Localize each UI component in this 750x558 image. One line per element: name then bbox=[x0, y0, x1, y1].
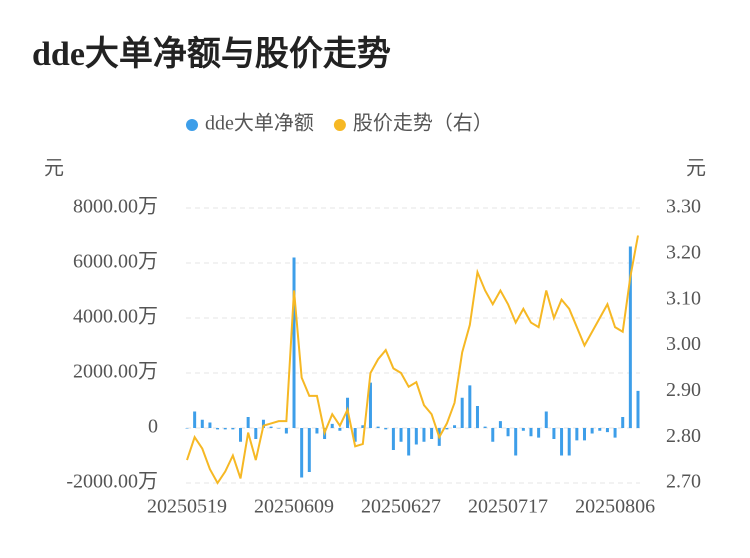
bar bbox=[414, 428, 418, 445]
bar bbox=[537, 428, 541, 438]
bar bbox=[445, 428, 449, 430]
bar bbox=[284, 428, 288, 434]
bar bbox=[200, 419, 204, 428]
y2-tick-label: 3.20 bbox=[666, 241, 701, 263]
bar bbox=[193, 411, 197, 428]
bar bbox=[605, 428, 609, 433]
bar bbox=[300, 428, 304, 478]
bar bbox=[254, 428, 258, 439]
y-axis-label: 元 bbox=[44, 158, 64, 180]
bar bbox=[239, 428, 243, 442]
bar bbox=[246, 417, 250, 428]
bar bbox=[498, 421, 502, 428]
y-tick-label: 2000.00万 bbox=[73, 361, 158, 383]
y2-tick-label: 2.80 bbox=[666, 425, 701, 447]
bar bbox=[468, 385, 472, 428]
bar bbox=[185, 428, 189, 429]
x-tick-label: 20250806 bbox=[575, 496, 655, 518]
bar bbox=[307, 428, 311, 472]
bar bbox=[338, 428, 342, 431]
y-tick-label: 6000.00万 bbox=[73, 251, 158, 273]
bar bbox=[261, 419, 265, 428]
bar bbox=[216, 428, 220, 430]
y2-axis-label: 元 bbox=[686, 158, 706, 180]
bar bbox=[277, 428, 281, 429]
x-tick-label: 20250609 bbox=[254, 496, 334, 518]
bar bbox=[575, 428, 579, 441]
bar bbox=[475, 406, 479, 428]
price-line bbox=[186, 235, 639, 485]
bar bbox=[613, 428, 617, 438]
bar bbox=[598, 428, 602, 431]
y-tick-label: -2000.00万 bbox=[66, 471, 158, 493]
x-tick-label: 20250717 bbox=[468, 496, 548, 518]
y2-tick-label: 3.10 bbox=[666, 287, 701, 309]
bar bbox=[430, 428, 434, 439]
bar bbox=[636, 390, 640, 428]
bar bbox=[361, 425, 365, 428]
y2-tick-label: 2.70 bbox=[666, 471, 701, 493]
legend-label: dde大单净额 bbox=[205, 112, 314, 135]
bar bbox=[567, 428, 571, 456]
bar bbox=[269, 426, 273, 428]
y2-tick-label: 2.90 bbox=[666, 379, 701, 401]
chart-title: dde大单净额与股价走势 bbox=[32, 35, 391, 73]
bar bbox=[460, 397, 464, 428]
y2-tick-label: 3.00 bbox=[666, 333, 701, 355]
bar bbox=[491, 428, 495, 442]
bar bbox=[590, 428, 594, 434]
x-tick-label: 20250627 bbox=[361, 496, 441, 518]
bar bbox=[628, 246, 632, 428]
bar bbox=[506, 428, 510, 437]
x-tick-label: 20250519 bbox=[147, 496, 227, 518]
y-tick-label: 8000.00万 bbox=[73, 196, 158, 218]
legend-marker bbox=[186, 119, 198, 131]
bar bbox=[315, 428, 319, 434]
bar bbox=[353, 428, 357, 442]
y-tick-label: 4000.00万 bbox=[73, 306, 158, 328]
bar bbox=[521, 428, 525, 431]
bar bbox=[422, 428, 426, 442]
bar bbox=[544, 411, 548, 428]
bar bbox=[292, 257, 296, 428]
legend-marker bbox=[333, 119, 346, 131]
bar bbox=[621, 417, 625, 428]
bar bbox=[368, 382, 372, 428]
bar bbox=[514, 428, 518, 456]
bar bbox=[483, 426, 487, 428]
legend-label: 股价走势（右） bbox=[353, 112, 493, 135]
bar bbox=[384, 428, 388, 430]
bar bbox=[529, 428, 533, 437]
bar bbox=[330, 423, 334, 428]
bar bbox=[399, 428, 403, 442]
bar bbox=[208, 422, 212, 428]
bar bbox=[223, 428, 227, 430]
bar bbox=[582, 428, 586, 441]
bar bbox=[552, 428, 556, 439]
bar bbox=[560, 428, 564, 456]
bar bbox=[391, 428, 395, 450]
y2-tick-label: 3.30 bbox=[666, 196, 701, 218]
bar bbox=[407, 428, 411, 456]
y-tick-label: 0 bbox=[148, 416, 158, 438]
bar bbox=[231, 428, 235, 430]
bar bbox=[453, 425, 457, 428]
bar bbox=[376, 426, 380, 428]
